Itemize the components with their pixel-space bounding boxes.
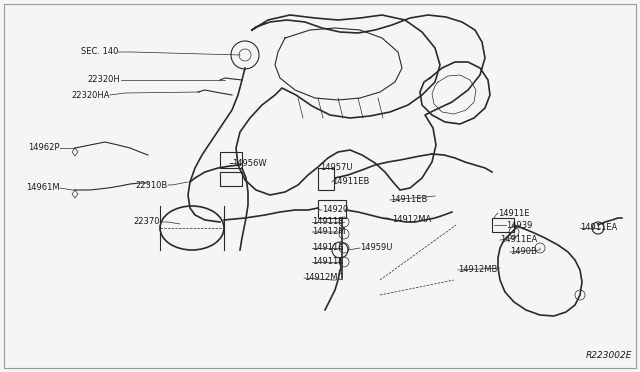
Bar [492,218,514,232]
Text: 14920: 14920 [322,205,348,215]
Text: 14911E: 14911E [312,257,344,266]
Text: 14912M: 14912M [312,228,346,237]
Text: 22310B: 22310B [136,180,168,189]
Text: 14961M: 14961M [26,183,60,192]
Bar [220,152,242,168]
Text: 14911E: 14911E [498,208,529,218]
Text: 14911EA: 14911EA [500,235,537,244]
Text: 14956W: 14956W [232,158,267,167]
Text: R223002E: R223002E [586,351,632,360]
Text: 14959U: 14959U [360,244,392,253]
Text: 14939: 14939 [506,221,532,230]
Bar [220,172,242,186]
Text: 14911EB: 14911EB [332,177,369,186]
Text: 14911E: 14911E [312,218,344,227]
Text: SEC. 140: SEC. 140 [81,48,118,57]
Text: 14911EB: 14911EB [390,196,428,205]
Text: 14962P: 14962P [29,144,60,153]
Text: 14912MC: 14912MC [304,273,344,282]
Text: 14912MB: 14912MB [458,266,497,275]
Bar [318,168,334,190]
Text: 14957U: 14957U [320,164,353,173]
Text: 1490B: 1490B [510,247,537,257]
Text: 22320HA: 22320HA [72,90,110,99]
Text: 14911E: 14911E [312,244,344,253]
Text: 14911EA: 14911EA [580,224,617,232]
Text: 22370: 22370 [134,218,160,227]
Text: 22320H: 22320H [87,76,120,84]
Text: 14912MA: 14912MA [392,215,431,224]
Bar [318,200,346,218]
